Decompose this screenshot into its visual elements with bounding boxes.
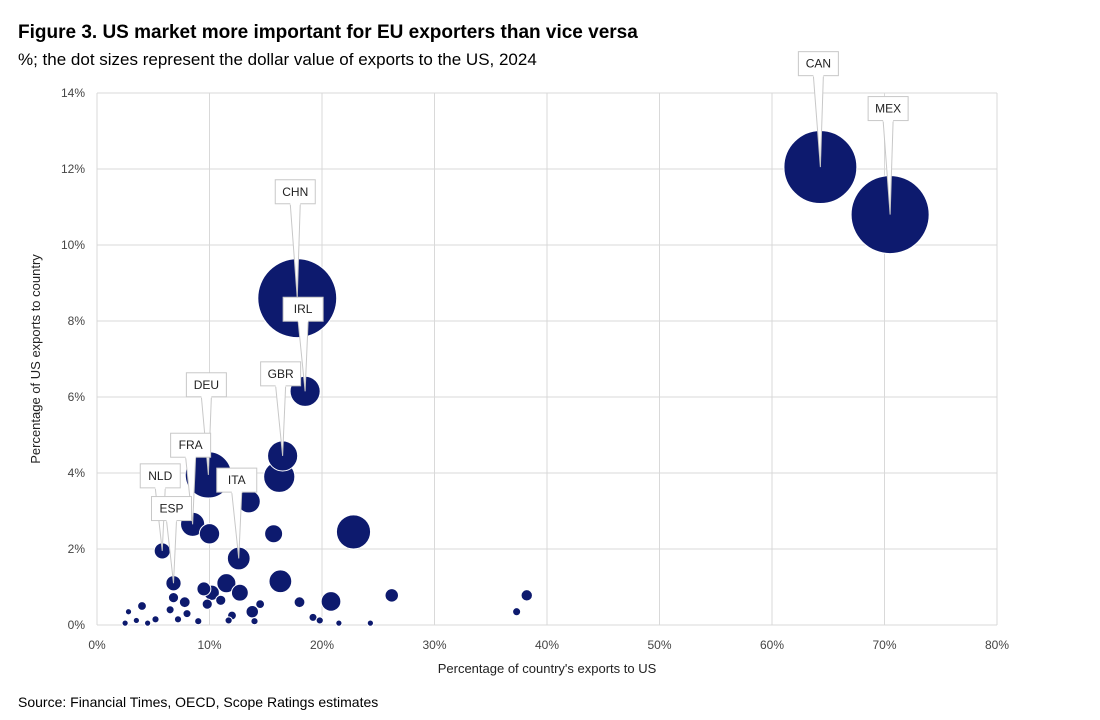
callout-label: GBR bbox=[268, 367, 294, 381]
bubble bbox=[520, 589, 533, 602]
bubble bbox=[512, 607, 522, 617]
y-axis-ticks: 0% 2% 4% 6% 8% 10% 12% 14% bbox=[61, 86, 85, 632]
callout-can: CAN bbox=[797, 51, 839, 168]
bubble bbox=[230, 583, 249, 602]
bubble bbox=[198, 523, 221, 545]
callout-esp: ESP bbox=[151, 496, 192, 584]
bubble bbox=[215, 594, 227, 606]
x-tick-label: 20% bbox=[310, 638, 334, 652]
callout-label: DEU bbox=[194, 378, 219, 392]
bubble bbox=[132, 616, 140, 625]
callout-label: ITA bbox=[228, 473, 246, 487]
bubble bbox=[250, 617, 259, 626]
callout-label: CHN bbox=[282, 185, 308, 199]
x-tick-label: 10% bbox=[197, 638, 221, 652]
callout-label: MEX bbox=[875, 102, 901, 116]
bubble bbox=[315, 616, 324, 625]
bubble bbox=[293, 596, 306, 609]
bubble bbox=[264, 524, 284, 544]
bubble bbox=[196, 581, 212, 597]
bubble-chart: 0% 2% 4% 6% 8% 10% 12% 14% 0% 10% 20% 30% 40% 50% 60%… bbox=[28, 51, 1009, 676]
bubble bbox=[224, 616, 233, 625]
y-tick-label: 14% bbox=[61, 86, 85, 100]
bubble bbox=[137, 601, 147, 611]
bubble bbox=[335, 619, 343, 627]
y-tick-label: 12% bbox=[61, 162, 85, 176]
bubble bbox=[201, 598, 213, 610]
bubble bbox=[335, 514, 372, 550]
callout-chn: CHN bbox=[274, 179, 316, 299]
x-tick-label: 40% bbox=[535, 638, 559, 652]
bubble bbox=[366, 619, 374, 627]
y-tick-label: 4% bbox=[68, 466, 86, 480]
callout-label: IRL bbox=[294, 302, 313, 316]
y-tick-label: 8% bbox=[68, 314, 86, 328]
callout-label: CAN bbox=[806, 57, 831, 71]
x-tick-label: 70% bbox=[872, 638, 896, 652]
x-tick-label: 80% bbox=[985, 638, 1009, 652]
gridlines bbox=[96, 92, 998, 626]
x-axis-ticks: 0% 10% 20% 30% 40% 50% 60% 70% 80% bbox=[88, 638, 1009, 652]
bubble bbox=[167, 592, 180, 604]
bubble bbox=[124, 608, 133, 616]
bubble bbox=[178, 596, 191, 609]
bubble bbox=[194, 617, 203, 626]
callout-mex: MEX bbox=[867, 96, 909, 215]
bubble bbox=[384, 588, 399, 603]
bubble bbox=[216, 573, 237, 594]
chart-subtitle: %; the dot sizes represent the dollar va… bbox=[18, 50, 537, 69]
bubble bbox=[173, 615, 183, 624]
chart-title: Figure 3. US market more important for E… bbox=[18, 22, 638, 43]
bubble bbox=[151, 615, 160, 624]
callouts: CAN MEX CHN IRL DEU GBR FRA NLD ITA ESP bbox=[139, 51, 909, 584]
callout-fra: FRA bbox=[170, 432, 212, 525]
y-tick-label: 10% bbox=[61, 238, 85, 252]
y-axis-label: Percentage of US exports to country bbox=[28, 254, 43, 464]
x-tick-label: 50% bbox=[647, 638, 671, 652]
y-tick-label: 2% bbox=[68, 542, 86, 556]
callout-irl: IRL bbox=[282, 296, 324, 392]
callout-ita: ITA bbox=[216, 467, 258, 559]
callout-label: ESP bbox=[159, 502, 183, 516]
y-tick-label: 6% bbox=[68, 390, 86, 404]
callout-label: NLD bbox=[148, 469, 172, 483]
bubble bbox=[255, 599, 266, 610]
bubble bbox=[165, 605, 175, 615]
bubble bbox=[144, 619, 152, 627]
bubble bbox=[320, 591, 342, 612]
callout-label: FRA bbox=[179, 438, 203, 452]
bubbles bbox=[121, 130, 930, 627]
source-note: Source: Financial Times, OECD, Scope Rat… bbox=[18, 694, 379, 710]
bubble bbox=[121, 619, 129, 627]
x-tick-label: 60% bbox=[760, 638, 784, 652]
bubble bbox=[182, 609, 192, 619]
callout-gbr: GBR bbox=[260, 361, 302, 456]
x-tick-label: 0% bbox=[88, 638, 106, 652]
bubble bbox=[268, 569, 293, 594]
x-axis-label: Percentage of country's exports to US bbox=[438, 661, 657, 676]
x-tick-label: 30% bbox=[422, 638, 446, 652]
y-tick-label: 0% bbox=[68, 618, 86, 632]
